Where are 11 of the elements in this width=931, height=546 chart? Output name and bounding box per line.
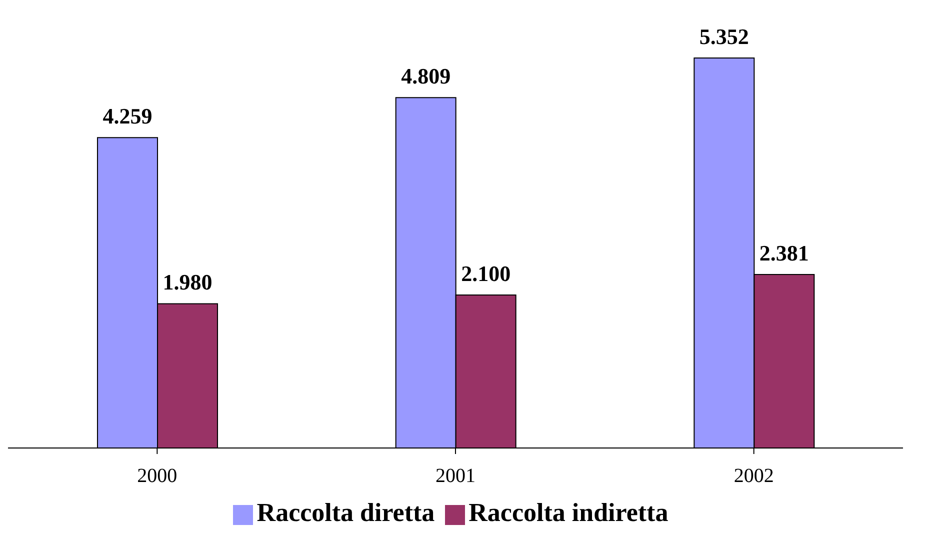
data-label: 4.809 [401,64,451,89]
x-tick-label: 2001 [436,465,476,488]
data-label: 1.980 [162,270,212,295]
data-label: 2.100 [461,260,511,286]
legend-label: Raccolta diretta [256,498,435,527]
data-label: 5.352 [699,24,749,49]
x-tick-label: 2000 [137,465,178,488]
data-label: 2.381 [759,240,809,266]
legend-label: Raccolta indiretta [468,498,668,527]
data-label: 4.259 [102,104,152,129]
x-tick-label: 2002 [734,465,774,488]
